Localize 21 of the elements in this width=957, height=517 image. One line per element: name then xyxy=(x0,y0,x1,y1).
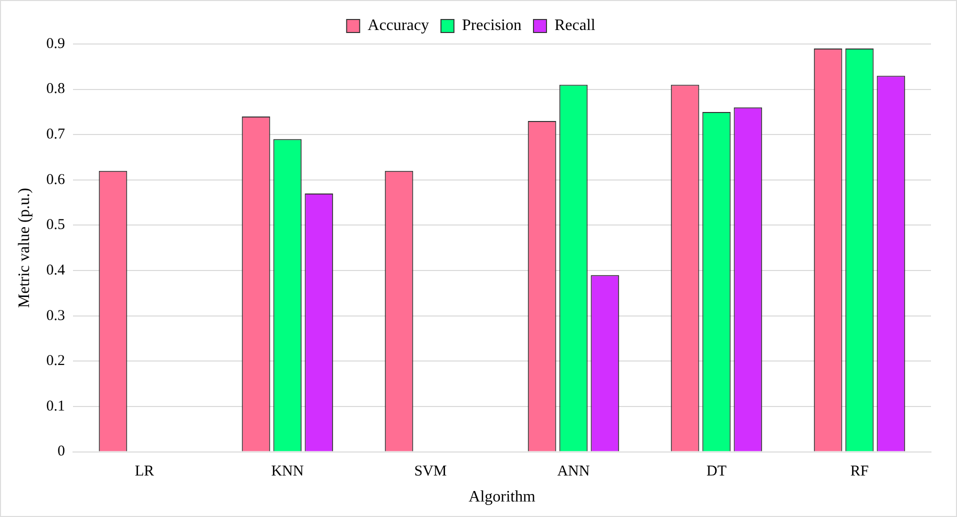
x-tick-label: KNN xyxy=(271,464,304,480)
y-tick-label: 0 xyxy=(57,444,65,460)
y-tick-label: 0.9 xyxy=(46,36,65,52)
x-tick-label: ANN xyxy=(557,464,590,480)
x-tick-label: LR xyxy=(134,464,154,480)
y-tick-label: 0.5 xyxy=(46,217,65,234)
y-tick-label: 0.4 xyxy=(46,262,66,278)
legend-label: Recall xyxy=(554,17,596,34)
y-tick-label: 0.7 xyxy=(46,126,66,143)
x-tick-label: SVM xyxy=(414,464,447,480)
x-tick-label: DT xyxy=(706,464,726,480)
y-tick-label: 0.2 xyxy=(46,353,65,370)
x-tick-label: RF xyxy=(850,464,869,480)
legend-label: Accuracy xyxy=(368,17,429,34)
x-axis-title: Algorithm xyxy=(468,488,536,506)
y-tick-label: 0.3 xyxy=(46,308,65,324)
y-tick-label: 0.8 xyxy=(46,81,65,98)
y-tick-label: 0.1 xyxy=(46,398,65,414)
y-tick-label: 0.6 xyxy=(46,172,66,188)
y-axis-title: Metric value (p.u.) xyxy=(16,188,33,308)
legend-label: Precision xyxy=(462,17,522,34)
